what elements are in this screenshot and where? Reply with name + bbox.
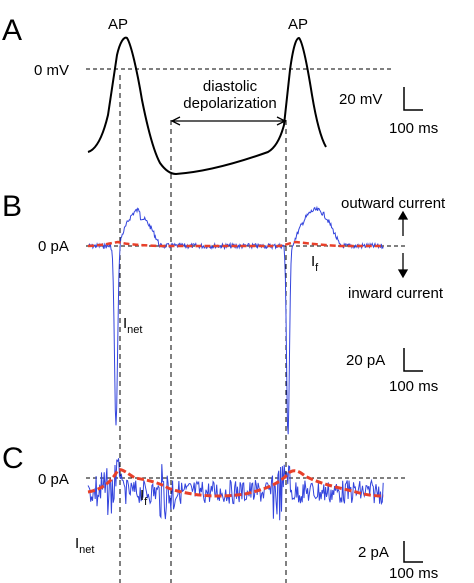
panel-a-letter: A <box>2 14 22 47</box>
scale-c-x-label: 100 ms <box>389 565 438 582</box>
zero-pa-label-b: 0 pA <box>38 238 69 255</box>
scale-bar-c <box>403 541 423 563</box>
inet-label-c: Inet <box>75 535 94 556</box>
scale-a-x-label: 100 ms <box>389 120 438 137</box>
panel-a: A AP AP 0 mV diastolic depolarization 20… <box>2 14 438 175</box>
panel-c: C 0 pA Inet If 2 pA 100 ms <box>2 442 438 582</box>
inet-label-b: Inet <box>123 315 142 336</box>
if-label-c: If <box>140 487 148 508</box>
scale-a-y-label: 20 mV <box>339 91 382 108</box>
diastolic-label-line1: diastolic <box>203 78 258 95</box>
scale-b-y-label: 20 pA <box>346 352 385 369</box>
zero-mv-label: 0 mV <box>34 62 69 79</box>
zero-pa-label-c: 0 pA <box>38 471 69 488</box>
diastolic-label-line2: depolarization <box>183 95 276 112</box>
action-potential-trace <box>87 36 327 175</box>
if-label-b: If <box>311 253 319 274</box>
panel-b: B 0 pA outward current inward current In… <box>2 190 446 435</box>
inward-current-label: inward current <box>348 285 444 302</box>
scale-b-x-label: 100 ms <box>389 378 438 395</box>
ap-label-right: AP <box>288 16 308 33</box>
diastolic-arrow <box>170 116 287 126</box>
scale-bar-b <box>403 348 423 372</box>
ap-label-left: AP <box>108 16 128 33</box>
scale-bar-a <box>403 87 423 111</box>
vertical-guides <box>119 75 287 583</box>
scale-c-y-label: 2 pA <box>358 544 389 561</box>
if-fit-line-c <box>87 468 385 498</box>
outward-arrow <box>397 210 409 236</box>
outward-current-label: outward current <box>341 195 446 212</box>
net-current-trace-b <box>87 205 384 435</box>
panel-c-letter: C <box>2 442 24 475</box>
net-current-trace-c <box>87 458 384 521</box>
inward-arrow <box>397 253 409 279</box>
if-fit-line-b <box>87 240 384 248</box>
panel-b-letter: B <box>2 190 22 223</box>
